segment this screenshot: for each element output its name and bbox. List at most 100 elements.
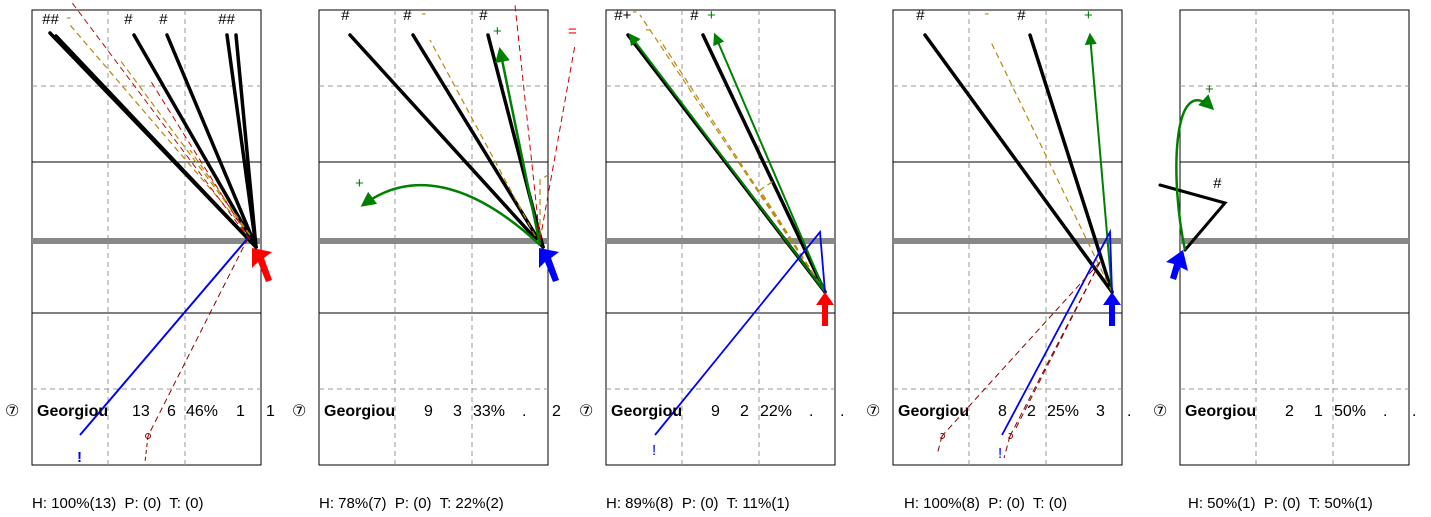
panel-2-mark: + bbox=[355, 175, 364, 192]
panel-5-frame bbox=[1179, 9, 1410, 466]
stat-value: 9 bbox=[711, 403, 720, 420]
panel-5-stat-row: ⑦ Georgiou 2 1 50% . . bbox=[1153, 403, 1416, 420]
panel-2-pass-lines bbox=[429, 39, 549, 246]
stat-value: 22% bbox=[760, 403, 792, 420]
panel-4-footer: H: 100%(8) P: (0) T: (0) bbox=[904, 495, 1067, 512]
stat-value: 2 bbox=[740, 403, 749, 420]
panel-5-hit-line bbox=[1158, 183, 1228, 252]
panel-3-footer: H: 89%(8) P: (0) T: 11%(1) bbox=[606, 495, 790, 512]
panel-2-marks: # # - # + = + bbox=[341, 5, 577, 192]
panel-5-mark: # bbox=[1213, 175, 1222, 192]
panel-1-shooter-arrow bbox=[252, 248, 272, 282]
stat-value: 2 bbox=[1285, 403, 1294, 420]
panel-3 bbox=[605, 9, 836, 466]
stat-value: 1 bbox=[1314, 403, 1323, 420]
panel-3-turnover-lines bbox=[628, 32, 826, 293]
stat-value: . bbox=[1127, 403, 1131, 420]
panel-4-stat-row: ⑦ Georgiou 8 2 25% 3 . bbox=[866, 403, 1131, 420]
panel-3-mark: + bbox=[707, 7, 716, 24]
panel-footers: H: 100%(13) P: (0) T: (0) H: 78%(7) P: (… bbox=[32, 495, 1373, 512]
panel-2-mark: # bbox=[341, 7, 350, 24]
panel-4-mark: # bbox=[1017, 7, 1026, 24]
panel-1-error-line bbox=[79, 237, 249, 436]
panel-4 bbox=[892, 9, 1123, 466]
panel-5-footer: H: 50%(1) P: (0) T: 50%(1) bbox=[1188, 495, 1373, 512]
stat-value: . bbox=[809, 403, 813, 420]
jersey-badge: ⑦ bbox=[579, 403, 593, 420]
stat-value: 25% bbox=[1047, 403, 1079, 420]
panel-2-mark: - bbox=[421, 5, 426, 22]
panel-5-shooter-arrow bbox=[1166, 250, 1188, 280]
panel-1-footer: H: 100%(13) P: (0) T: (0) bbox=[32, 495, 203, 512]
player-name: Georgiou bbox=[1185, 403, 1256, 420]
stat-value: 33% bbox=[473, 403, 505, 420]
panel-2-footer: H: 78%(7) P: (0) T: 22%(2) bbox=[319, 495, 504, 512]
panel-3-mark: - bbox=[645, 21, 650, 38]
jersey-badge: ⑦ bbox=[1153, 403, 1167, 420]
panel-3-shooter-arrow bbox=[816, 292, 834, 326]
panel-1 bbox=[31, 0, 272, 466]
panel-2-mark: # bbox=[479, 7, 488, 24]
panel-2-foul-lines bbox=[514, 4, 576, 241]
panel-2-stat-row: ⑦ Georgiou 9 3 33% . 2 bbox=[292, 403, 561, 420]
panel-1-hit-lines bbox=[48, 31, 258, 249]
panel-3-stat-row: ⑦ Georgiou 9 2 22% . . bbox=[579, 403, 844, 420]
stat-value: 3 bbox=[453, 403, 462, 420]
panel-3-frame bbox=[605, 9, 836, 466]
panel-1-mark: - bbox=[66, 9, 71, 26]
player-name: Georgiou bbox=[898, 403, 969, 420]
panel-3-mark: - bbox=[632, 3, 637, 20]
stat-value: 1 bbox=[236, 403, 245, 420]
stat-value: 46% bbox=[186, 403, 218, 420]
panel-1-pass-lines bbox=[69, 24, 251, 236]
jersey-badge: ⑦ bbox=[866, 403, 880, 420]
panel-2 bbox=[318, 4, 576, 466]
stat-value: 2 bbox=[552, 403, 561, 420]
stat-value: 1 bbox=[266, 403, 275, 420]
panel-1-stat-row: ⑦ Georgiou 13 6 46% 1 1 bbox=[5, 403, 275, 420]
player-name: Georgiou bbox=[611, 403, 682, 420]
stat-value: . bbox=[1412, 403, 1416, 420]
panel-1-mark: # bbox=[159, 11, 168, 28]
panel-1-mark: # bbox=[124, 11, 133, 28]
jersey-badge: ⑦ bbox=[5, 403, 19, 420]
panel-1-foul-lines bbox=[69, 0, 251, 241]
stat-value: 6 bbox=[167, 403, 176, 420]
panel-5-turnover-line bbox=[1175, 94, 1215, 251]
panel-3-marks: #+ - - # + ! bbox=[614, 3, 716, 459]
panel-1-frame bbox=[31, 9, 262, 466]
panel-3-mark: # bbox=[690, 7, 699, 24]
panel-2-shooter-arrow bbox=[539, 248, 559, 282]
panel-1-mark: ## bbox=[42, 11, 59, 28]
panel-4-foul-lines bbox=[936, 261, 1101, 459]
stat-value: 9 bbox=[424, 403, 433, 420]
panel-5-mark: + bbox=[1205, 81, 1214, 98]
player-name: Georgiou bbox=[324, 403, 395, 420]
panel-2-mark: # bbox=[403, 7, 412, 24]
panel-4-mark: - bbox=[984, 5, 989, 22]
panel-4-mark: # bbox=[916, 7, 925, 24]
stat-value: . bbox=[522, 403, 526, 420]
panel-1-mark: ! bbox=[77, 449, 82, 466]
stat-value: . bbox=[1383, 403, 1387, 420]
panel-3-pass-lines bbox=[639, 14, 826, 293]
panel-1-marks: ## - # # ## ! bbox=[42, 9, 235, 466]
jersey-badge: ⑦ bbox=[292, 403, 306, 420]
panel-5-marks: + # bbox=[1205, 81, 1222, 192]
panel-2-mark: + bbox=[493, 23, 502, 40]
panel-1-foul-track bbox=[144, 237, 249, 463]
panel-5 bbox=[1158, 9, 1410, 466]
panel-4-hit-lines bbox=[923, 33, 1114, 294]
stat-value: 2 bbox=[1027, 403, 1036, 420]
panel-2-hit-lines bbox=[348, 33, 545, 249]
panel-4-pass-line bbox=[989, 39, 1113, 293]
panel-2-frame bbox=[318, 9, 549, 466]
panel-3-mark: ! bbox=[652, 442, 656, 459]
panel-2-mark: = bbox=[568, 23, 577, 40]
stat-value: 3 bbox=[1096, 403, 1105, 420]
stat-value: 50% bbox=[1334, 403, 1366, 420]
panel-2-turnover-lines bbox=[360, 47, 542, 246]
panel-4-turnover-line bbox=[1084, 32, 1113, 293]
stat-value: 8 bbox=[998, 403, 1007, 420]
